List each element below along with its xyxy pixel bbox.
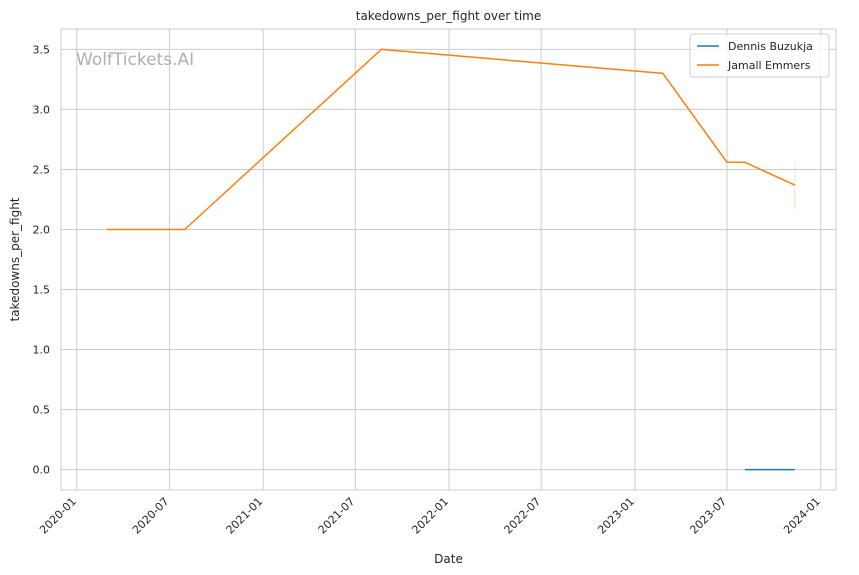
series-layer — [106, 48, 796, 471]
series-line-1 — [106, 48, 796, 231]
legend: Dennis Buzukja Jamall Emmers — [689, 33, 830, 78]
x-axis-title: Date — [434, 552, 463, 566]
legend-label: Jamall Emmers — [727, 59, 811, 72]
x-tick-label: 2023-01 — [595, 495, 637, 537]
x-tick-label: 2021-07 — [316, 495, 358, 537]
x-tick-label: 2020-01 — [37, 495, 79, 537]
y-tick-label: 3.0 — [33, 103, 51, 116]
y-tick-label: 0.0 — [33, 464, 51, 477]
y-axis-title: takedowns_per_fight — [8, 197, 22, 321]
grid-layer — [61, 29, 836, 490]
watermark-text: WolfTickets.AI — [76, 50, 194, 70]
x-tick-label: 2020-07 — [130, 495, 172, 537]
x-tick-label: 2023-07 — [687, 495, 729, 537]
legend-box — [689, 33, 830, 78]
legend-label: Dennis Buzukja — [728, 40, 813, 53]
chart-title: takedowns_per_fight over time — [356, 9, 542, 23]
x-tick-label: 2021-01 — [224, 495, 266, 537]
plot-area-frame — [60, 28, 837, 491]
x-tick-label: 2024-01 — [781, 495, 823, 537]
y-tick-label: 2.0 — [33, 223, 51, 236]
x-axis-ticks: 2020-01 2020-07 2021-01 2021-07 2022-01 2022-… — [37, 495, 823, 537]
y-tick-label: 1.0 — [33, 344, 51, 357]
y-tick-label: 3.5 — [33, 43, 51, 56]
x-tick-label: 2022-01 — [409, 495, 451, 537]
y-tick-label: 1.5 — [33, 284, 51, 297]
y-axis-ticks: 0.0 0.5 1.0 1.5 2.0 2.5 3.0 3.5 — [33, 43, 51, 476]
x-tick-label: 2022-07 — [502, 495, 544, 537]
y-tick-label: 0.5 — [33, 404, 51, 417]
y-tick-label: 2.5 — [33, 163, 51, 176]
